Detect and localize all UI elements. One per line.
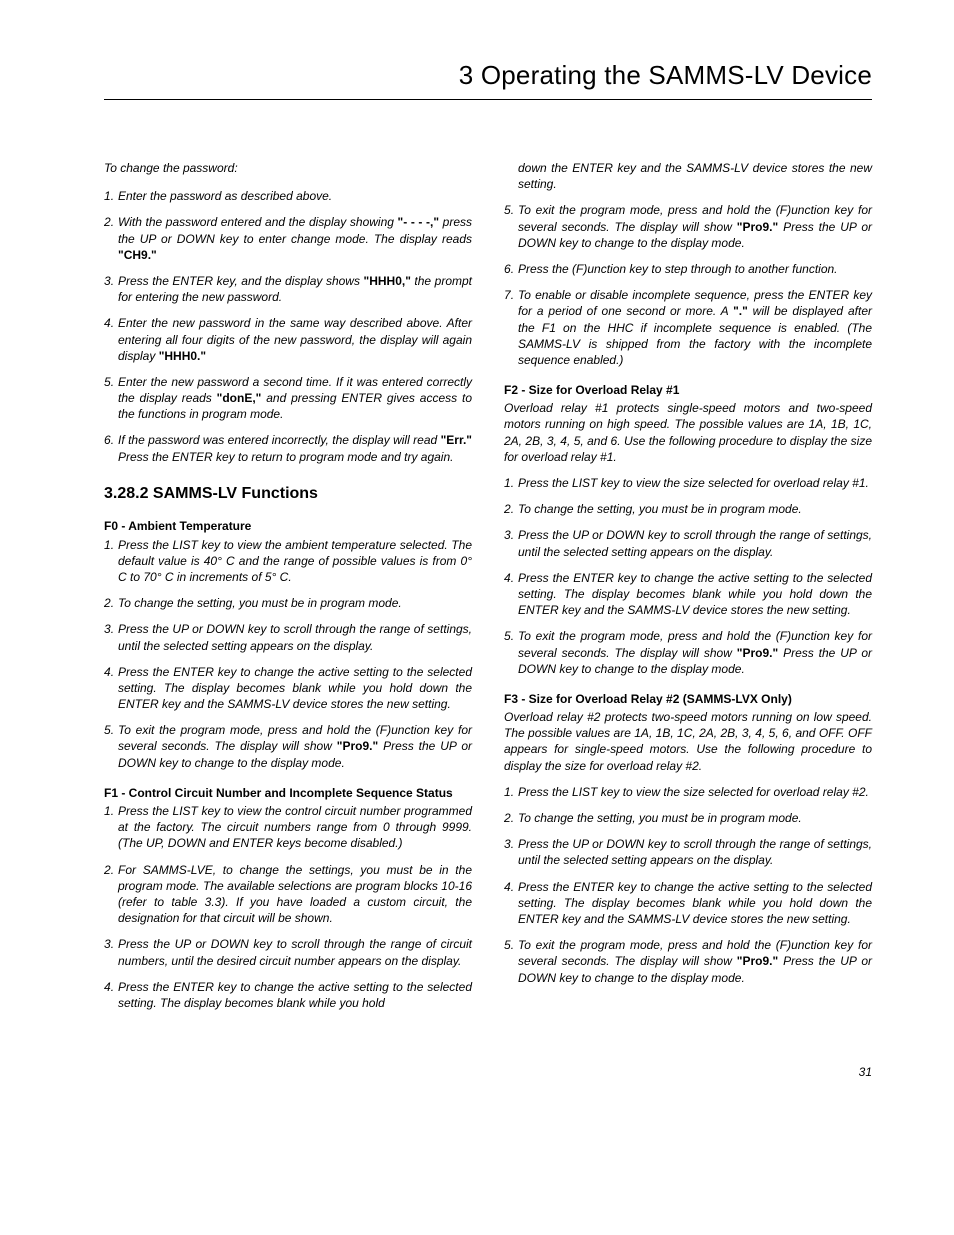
list-item: Press the ENTER key to change the active…: [104, 664, 472, 713]
f0-heading: F0 - Ambient Temperature: [104, 518, 472, 534]
list-item: Press the LIST key to view the size sele…: [504, 784, 872, 800]
list-item: Press the LIST key to view the ambient t…: [104, 537, 472, 586]
f1-cont-para: down the ENTER key and the SAMMS-LV devi…: [504, 160, 872, 192]
f2-steps: Press the LIST key to view the size sele…: [504, 475, 872, 677]
list-item: Press the UP or DOWN key to scroll throu…: [504, 836, 872, 868]
list-item: Press the ENTER key, and the display sho…: [104, 273, 472, 305]
list-item: Press the UP or DOWN key to scroll throu…: [104, 621, 472, 653]
list-item: For SAMMS-LVE, to change the settings, y…: [104, 862, 472, 927]
page-header: 3 Operating the SAMMS-LV Device: [104, 60, 872, 100]
list-item: Enter the new password a second time. If…: [104, 374, 472, 423]
list-item: Press the ENTER key to change the active…: [504, 570, 872, 619]
content-columns: To change the password: Enter the passwo…: [104, 160, 872, 1025]
list-item: If the password was entered incorrectly,…: [104, 432, 472, 464]
header-title: 3 Operating the SAMMS-LV Device: [459, 60, 872, 90]
list-item: To exit the program mode, press and hold…: [504, 937, 872, 986]
list-item: To exit the program mode, press and hold…: [504, 202, 872, 251]
list-item: Enter the new password in the same way d…: [104, 315, 472, 364]
pw-intro: To change the password:: [104, 160, 472, 176]
f1-cont-steps: To exit the program mode, press and hold…: [504, 202, 872, 368]
f0-steps: Press the LIST key to view the ambient t…: [104, 537, 472, 771]
f2-heading: F2 - Size for Overload Relay #1: [504, 382, 872, 398]
list-item: Enter the password as described above.: [104, 188, 472, 204]
list-item: To change the setting, you must be in pr…: [504, 810, 872, 826]
f1-steps: Press the LIST key to view the control c…: [104, 803, 472, 1011]
f3-steps: Press the LIST key to view the size sele…: [504, 784, 872, 986]
right-column: down the ENTER key and the SAMMS-LV devi…: [504, 160, 872, 1025]
list-item: Press the ENTER key to change the active…: [104, 979, 472, 1011]
pw-steps: Enter the password as described above. W…: [104, 188, 472, 465]
f2-intro: Overload relay #1 protects single-speed …: [504, 400, 872, 465]
list-item: To exit the program mode, press and hold…: [504, 628, 872, 677]
list-item: Press the UP or DOWN key to scroll throu…: [504, 527, 872, 559]
list-item: With the password entered and the displa…: [104, 214, 472, 263]
left-column: To change the password: Enter the passwo…: [104, 160, 472, 1025]
page-number: 31: [104, 1065, 872, 1079]
list-item: Press the (F)unction key to step through…: [504, 261, 872, 277]
list-item: Press the LIST key to view the control c…: [104, 803, 472, 852]
list-item: To change the setting, you must be in pr…: [104, 595, 472, 611]
f3-heading: F3 - Size for Overload Relay #2 (SAMMS-L…: [504, 691, 872, 707]
f3-intro: Overload relay #2 protects two-speed mot…: [504, 709, 872, 774]
list-item: Press the UP or DOWN key to scroll throu…: [104, 936, 472, 968]
list-item: To exit the program mode, press and hold…: [104, 722, 472, 771]
list-item: Press the LIST key to view the size sele…: [504, 475, 872, 491]
list-item: To enable or disable incomplete sequence…: [504, 287, 872, 368]
f1-heading: F1 - Control Circuit Number and Incomple…: [104, 785, 472, 801]
list-item: Press the ENTER key to change the active…: [504, 879, 872, 928]
section-heading: 3.28.2 SAMMS-LV Functions: [104, 483, 472, 505]
list-item: To change the setting, you must be in pr…: [504, 501, 872, 517]
